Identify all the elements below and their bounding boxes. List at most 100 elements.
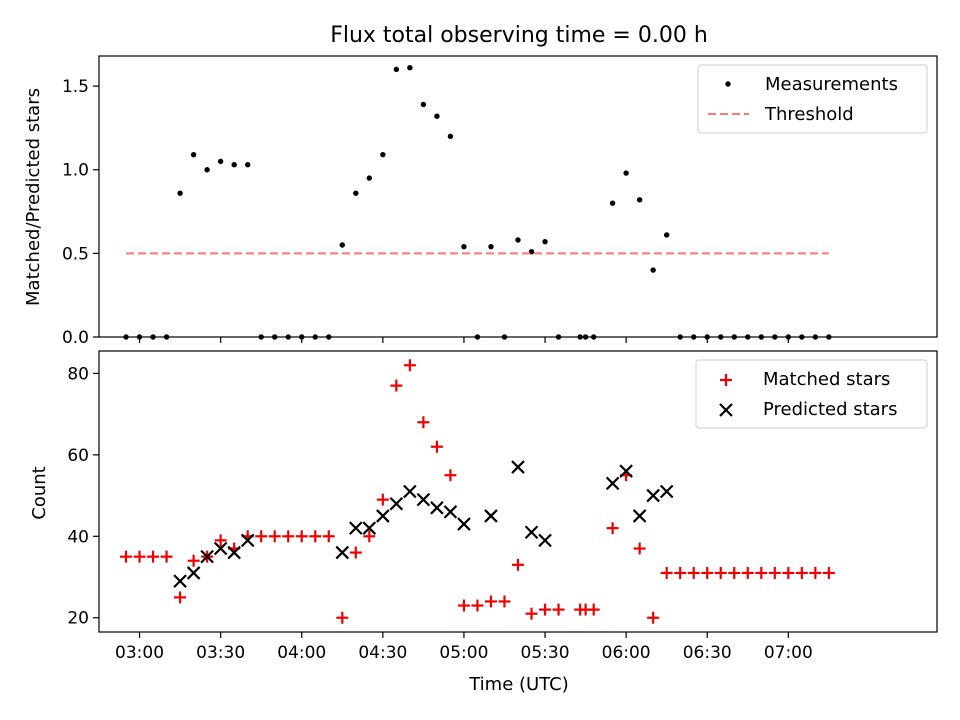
x-tick-label: 06:00 — [602, 643, 651, 663]
predicted-star-marker — [619, 464, 633, 478]
x-tick-label: 05:30 — [521, 643, 570, 663]
legend-marker-matched — [720, 374, 732, 386]
bottom-y-tick-label: 60 — [67, 446, 89, 466]
x-tick-label: 07:00 — [764, 643, 813, 663]
measurement-point — [393, 66, 400, 73]
bottom-x-ticks: 03:00 03:30 04:00 04:30 05:00 05:30 06:00 06:30… — [115, 632, 813, 663]
matched-star-marker — [660, 566, 673, 579]
measurement-point — [380, 151, 386, 158]
matched-star-marker — [349, 546, 362, 559]
matched-star-marker — [512, 558, 524, 571]
matched-star-marker — [403, 359, 416, 372]
predicted-star-marker — [457, 517, 471, 531]
top-plot-area — [123, 65, 832, 340]
predicted-star-marker — [416, 492, 431, 507]
matched-star-marker — [714, 566, 727, 579]
matched-star-marker — [309, 530, 322, 543]
predicted-star-marker — [659, 484, 674, 499]
top-y-tick-label: 0.5 — [62, 244, 89, 264]
predicted-star-marker — [389, 496, 404, 511]
matched-star-marker — [255, 530, 268, 543]
matched-star-marker — [160, 550, 173, 563]
measurement-point — [366, 175, 373, 181]
matched-star-marker — [444, 469, 457, 482]
matched-star-marker — [187, 554, 200, 567]
matched-star-marker — [674, 566, 687, 579]
matched-star-marker — [390, 379, 403, 392]
predicted-star-marker — [200, 549, 214, 564]
predicted-star-marker — [349, 521, 363, 535]
legend-label-measurements: Measurements — [765, 74, 898, 95]
bottom-y-tick-label: 80 — [67, 364, 89, 384]
x-tick-label: 04:00 — [277, 643, 326, 663]
bottom-legend: Matched stars Predicted stars — [695, 359, 928, 429]
predicted-star-marker — [605, 476, 620, 491]
matched-star-marker — [587, 603, 600, 616]
x-tick-label: 03:30 — [196, 643, 245, 663]
measurement-point — [663, 232, 670, 238]
matched-star-marker — [484, 595, 497, 608]
x-tick-label: 05:00 — [439, 643, 488, 663]
predicted-star-marker — [213, 541, 228, 556]
measurement-point — [204, 167, 210, 173]
matched-star-marker — [633, 542, 646, 555]
predicted-star-marker — [632, 509, 647, 523]
bottom-y-axis-label: Count — [29, 466, 50, 519]
matched-star-marker — [471, 599, 484, 612]
matched-star-marker — [701, 566, 714, 579]
legend-label-predicted: Predicted stars — [763, 399, 897, 420]
top-panel: 0.0 0.5 1.0 1.5 Matched/Predicted stars Mea… — [23, 55, 938, 348]
x-tick-label: 06:30 — [683, 643, 732, 663]
measurement-point — [231, 162, 237, 168]
bottom-y-ticks: 20 40 60 80 — [67, 364, 99, 629]
measurement-point — [353, 190, 359, 196]
legend-marker-predicted — [719, 403, 733, 417]
matched-star-marker — [498, 595, 511, 608]
top-y-tick-label: 0.0 — [62, 328, 89, 348]
measurement-point — [244, 162, 251, 168]
measurement-point — [407, 65, 413, 71]
matched-star-marker — [687, 566, 700, 579]
matched-star-marker — [147, 550, 160, 563]
predicted-star-marker — [538, 533, 552, 548]
bottom-legend-box — [695, 359, 928, 429]
predicted-star-marker — [403, 484, 417, 499]
matched-star-marker — [417, 416, 430, 429]
figure-title: Flux total observing time = 0.00 h — [330, 23, 708, 48]
matched-star-marker — [322, 530, 335, 543]
predicted-star-marker — [227, 545, 241, 560]
bottom-plot-area — [120, 359, 835, 624]
bottom-y-tick-label: 20 — [67, 609, 89, 629]
predicted-star-marker — [240, 533, 255, 548]
measurement-point — [528, 248, 535, 255]
matched-star-marker — [376, 493, 389, 506]
matched-star-marker — [755, 566, 768, 579]
legend-label-threshold: Threshold — [764, 104, 854, 125]
x-tick-label: 03:00 — [115, 643, 164, 663]
measurement-point — [623, 170, 629, 176]
matched-star-marker — [525, 607, 538, 620]
predicted-star-marker — [443, 505, 458, 519]
matched-star-marker — [282, 530, 295, 543]
measurement-point — [434, 113, 440, 119]
matched-star-marker — [552, 603, 565, 616]
top-y-axis-label: Matched/Predicted stars — [23, 88, 44, 306]
predicted-star-marker — [430, 501, 444, 515]
top-legend-box — [697, 64, 928, 134]
bottom-axes-frame — [98, 350, 938, 633]
matched-star-marker — [647, 611, 660, 624]
matched-star-marker — [809, 566, 822, 579]
top-axes-frame — [98, 55, 938, 338]
predicted-star-marker — [335, 545, 350, 560]
x-tick-label: 04:30 — [358, 643, 407, 663]
measurement-point — [488, 243, 494, 250]
top-y-tick-label: 1.5 — [62, 77, 89, 97]
predicted-star-marker — [484, 509, 498, 523]
matched-star-marker — [728, 566, 741, 579]
measurement-point — [542, 238, 548, 245]
matched-star-marker — [295, 530, 308, 543]
predicted-star-marker — [646, 488, 660, 503]
measurement-point — [609, 200, 616, 206]
